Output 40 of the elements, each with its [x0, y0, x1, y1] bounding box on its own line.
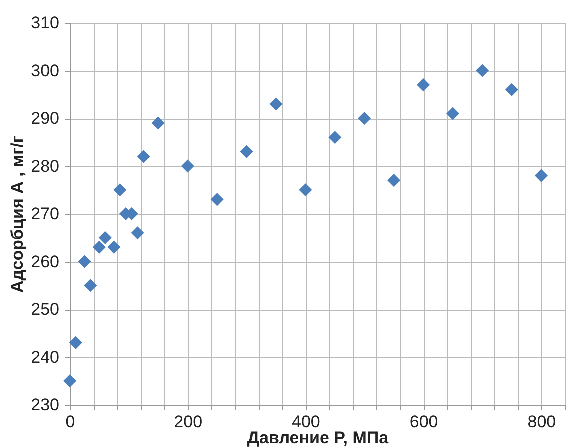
point — [358, 112, 372, 126]
point — [98, 231, 112, 244]
y-tick-label: 230 — [31, 396, 60, 414]
point — [417, 78, 430, 92]
point — [505, 83, 518, 96]
x-tick-label: 800 — [528, 412, 556, 432]
y-tick-label: 250 — [31, 300, 60, 319]
y-tick-label: 300 — [31, 61, 60, 80]
y-tick-label: 260 — [31, 252, 60, 272]
y-tick-label: 290 — [31, 109, 60, 128]
point — [446, 107, 460, 120]
x-tick-label: 200 — [174, 412, 203, 432]
x-axis-title: Давление P, МПа — [247, 428, 390, 448]
y-tick-label: 280 — [31, 156, 60, 176]
x-tick-label: 400 — [292, 412, 320, 432]
y-tick-label: 270 — [31, 204, 60, 224]
point — [131, 226, 144, 240]
point — [181, 160, 194, 173]
point — [152, 116, 165, 130]
point — [476, 64, 490, 78]
point — [108, 240, 121, 254]
point — [210, 193, 224, 206]
point — [137, 150, 150, 164]
y-tick-label: 310 — [31, 14, 60, 32]
x-tick-label: 0 — [66, 412, 76, 432]
x-tick-label: 600 — [410, 412, 438, 432]
point — [388, 174, 401, 188]
point — [114, 184, 127, 197]
point — [78, 255, 92, 268]
y-tick-label: 240 — [31, 348, 60, 367]
y-axis-title: Адсорбция А , мг/г — [8, 136, 28, 294]
point — [270, 98, 283, 111]
point — [84, 279, 98, 292]
point — [92, 240, 106, 254]
point — [534, 169, 548, 182]
point — [299, 184, 312, 197]
point — [63, 374, 77, 388]
point — [328, 131, 342, 144]
point — [240, 145, 254, 158]
point — [69, 336, 82, 350]
